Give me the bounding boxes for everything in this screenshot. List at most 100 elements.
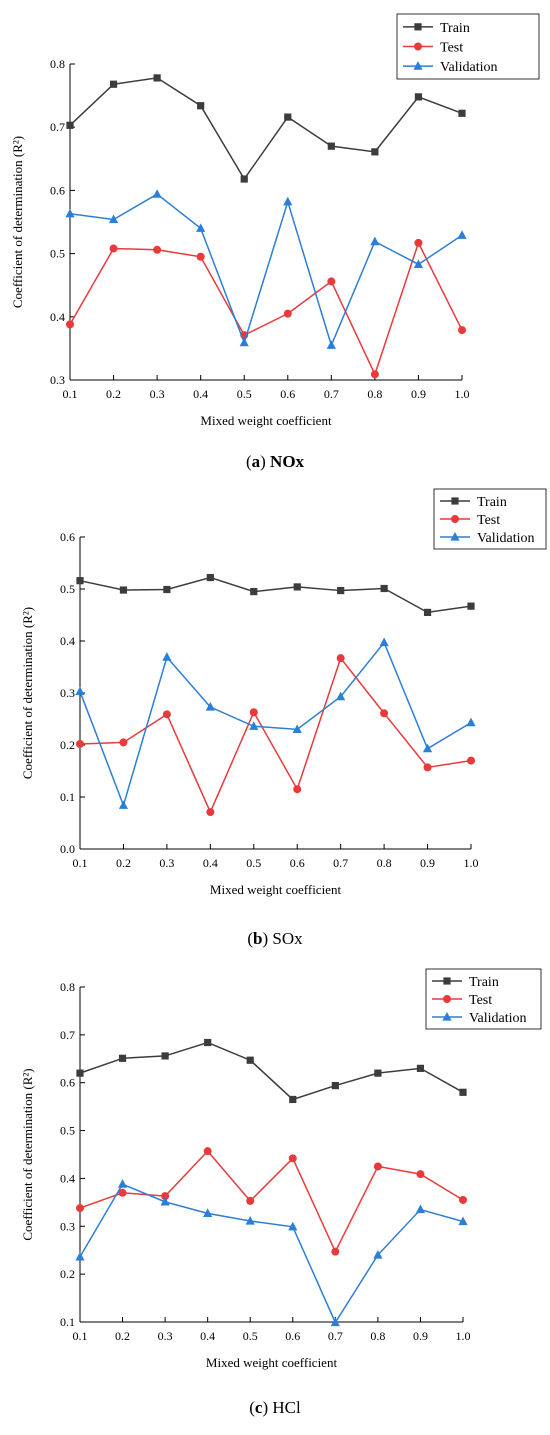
caption-letter: a (252, 452, 261, 471)
data-point (163, 585, 171, 594)
x-tick-label: 0.2 (106, 387, 121, 401)
x-tick-label: 0.3 (158, 1329, 173, 1343)
legend-marker (443, 995, 451, 1003)
data-point (118, 1188, 127, 1197)
x-tick-label: 0.6 (290, 856, 305, 870)
legend-marker (451, 515, 459, 523)
y-tick-label: 0.4 (50, 310, 65, 324)
series-test (76, 1147, 467, 1256)
data-point (249, 708, 258, 717)
legend-label: Validation (477, 531, 535, 546)
data-point (336, 691, 346, 701)
data-point (240, 175, 248, 183)
y-tick-label: 0.4 (60, 634, 75, 648)
caption-suffix: ) (262, 929, 268, 948)
data-point (66, 121, 74, 129)
data-point (423, 763, 432, 772)
data-point (326, 340, 336, 349)
data-point (161, 1052, 169, 1060)
data-point (416, 1064, 425, 1072)
legend: Train Test Validation (396, 13, 540, 80)
data-point (337, 586, 345, 595)
data-point (327, 277, 336, 286)
data-point (196, 223, 206, 232)
data-point (371, 148, 379, 156)
x-axis-label: Mixed weight coefficient (210, 882, 342, 897)
data-point (422, 743, 433, 753)
data-point (119, 738, 128, 747)
data-point (283, 196, 293, 206)
x-tick-label: 1.0 (464, 856, 479, 870)
y-tick-label: 0.0 (60, 842, 75, 856)
x-tick-label: 0.7 (333, 856, 348, 870)
data-point (413, 259, 424, 268)
legend-label: Train (477, 495, 507, 510)
x-tick-label: 0.8 (367, 387, 382, 401)
data-point (293, 583, 301, 591)
y-axis-label: Coefficient of determination (R²) (10, 136, 25, 308)
series-line (69, 77, 463, 181)
chart-panel-a: 0.3 0.4 0.5 0.6 0.7 0.8 0.1 0.2 0.3 0.4 0.5 0.6 0.7 0… (10, 13, 540, 471)
data-point (331, 1247, 340, 1256)
y-tick-label: 0.8 (50, 57, 65, 71)
data-point (76, 1204, 84, 1213)
data-point (423, 608, 432, 616)
legend-label: Test (440, 41, 463, 56)
y-tick-label: 0.3 (60, 686, 75, 700)
chart-panel-c: 0.1 0.2 0.3 0.4 0.5 0.6 0.7 0.8 0.1 0.2 0.3 0.4 0.5 0… (20, 968, 542, 1417)
data-point (118, 1054, 127, 1062)
x-tick-label: 0.3 (159, 856, 174, 870)
data-point (283, 309, 292, 318)
data-point (246, 1196, 255, 1205)
x-tick-label: 0.1 (73, 1329, 88, 1343)
y-tick-label: 0.6 (60, 1076, 75, 1090)
legend-marker (450, 532, 460, 541)
y-tick-label: 0.6 (60, 530, 75, 544)
legend-label: Validation (469, 1011, 527, 1026)
caption-letter: b (253, 929, 262, 948)
data-point (197, 102, 205, 110)
data-point (458, 1216, 468, 1226)
data-point (327, 142, 335, 150)
data-point (76, 577, 84, 585)
data-point (373, 1162, 382, 1171)
y-tick-label: 0.5 (60, 582, 75, 596)
data-point (380, 709, 389, 718)
data-point (239, 337, 249, 347)
data-point (284, 113, 292, 121)
x-tick-label: 0.1 (63, 387, 78, 401)
series-train (76, 1038, 467, 1104)
data-point (160, 1196, 170, 1206)
data-point (206, 573, 214, 582)
data-point (459, 1195, 467, 1204)
legend-label: Test (469, 993, 492, 1008)
y-axis-label: Coefficient of determination (R²) (20, 607, 35, 779)
series-line (79, 1183, 464, 1325)
y-tick-label: 0.2 (60, 1267, 75, 1281)
data-point (75, 1251, 85, 1261)
data-point (117, 1179, 128, 1188)
data-point (109, 244, 118, 253)
legend-label: Validation (440, 60, 498, 75)
data-point (292, 724, 302, 733)
data-point (467, 602, 475, 610)
series-line (79, 656, 472, 814)
data-point (245, 1216, 255, 1225)
data-point (370, 236, 380, 246)
x-tick-label: 1.0 (456, 1329, 471, 1343)
x-tick-label: 1.0 (455, 387, 470, 401)
data-point (293, 785, 302, 794)
x-tick-label: 0.4 (193, 387, 208, 401)
data-point (246, 1056, 254, 1064)
data-point (374, 1069, 382, 1077)
y-axis-label: Coefficient of determination (R²) (20, 1068, 35, 1240)
data-point (108, 214, 119, 224)
data-point (162, 710, 171, 719)
y-tick-label: 0.5 (50, 247, 65, 261)
series-validation (65, 189, 467, 349)
data-point (76, 739, 84, 748)
data-point (457, 230, 467, 239)
data-point (249, 721, 259, 730)
x-tick-label: 0.5 (246, 856, 261, 870)
legend-label: Test (477, 513, 500, 528)
